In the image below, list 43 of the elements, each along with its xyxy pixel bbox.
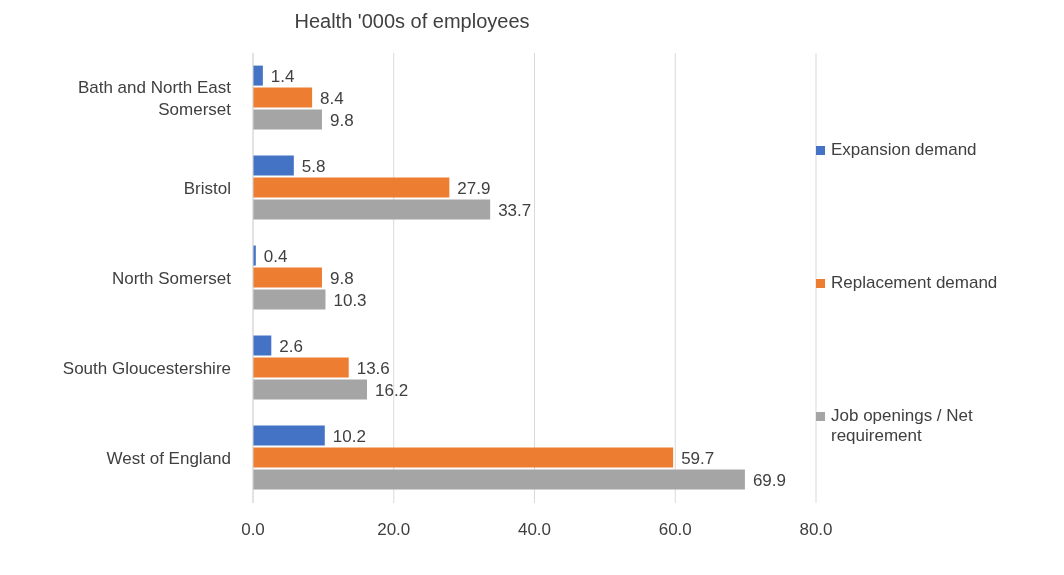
bar	[253, 425, 325, 446]
x-tick-label: 20.0	[377, 520, 411, 540]
data-label: 9.8	[329, 110, 354, 130]
y-tick-label: North Somerset	[111, 268, 232, 288]
x-tick-label: 40.0	[517, 520, 552, 540]
data-label: 16.2	[375, 380, 409, 400]
legend-label: Replacement demand	[831, 272, 998, 293]
bar	[253, 177, 450, 198]
x-tick-label: 60.0	[658, 520, 692, 540]
legend-label: Expansion demand	[831, 139, 977, 160]
data-label: 8.4	[320, 88, 344, 108]
bar	[253, 289, 326, 310]
data-label: 33.7	[498, 200, 532, 220]
x-tick-label: 80.0	[799, 520, 833, 540]
data-label: 1.4	[270, 66, 295, 86]
bar	[253, 469, 745, 490]
bar	[253, 155, 294, 176]
bar	[253, 447, 674, 468]
data-label: 9.8	[329, 268, 354, 288]
bar	[253, 335, 272, 356]
bar	[253, 357, 349, 378]
bar	[253, 267, 322, 288]
y-tick-label: Bristol	[183, 178, 231, 198]
data-label: 10.3	[333, 290, 367, 310]
chart-title: Health '000s of employees	[293, 10, 531, 33]
data-label: 59.7	[681, 448, 715, 468]
y-tick-label: West of England	[106, 448, 231, 468]
y-tick-label: Bath and North East Somerset	[77, 77, 232, 119]
data-label: 0.4	[263, 246, 288, 266]
data-label: 10.2	[332, 426, 366, 446]
data-label: 69.9	[752, 470, 787, 490]
legend-label: Job openings / Net requirement	[831, 406, 974, 447]
bar	[253, 379, 368, 400]
data-label: 13.6	[356, 358, 390, 378]
x-tick-label: 0.0	[241, 520, 265, 540]
bar	[253, 87, 313, 108]
data-label: 2.6	[279, 336, 303, 356]
bar	[253, 199, 491, 220]
bar	[253, 65, 263, 86]
data-label: 5.8	[301, 156, 326, 176]
y-tick-label: South Gloucestershire	[62, 358, 231, 378]
data-label: 27.9	[457, 178, 491, 198]
bar	[253, 109, 322, 130]
